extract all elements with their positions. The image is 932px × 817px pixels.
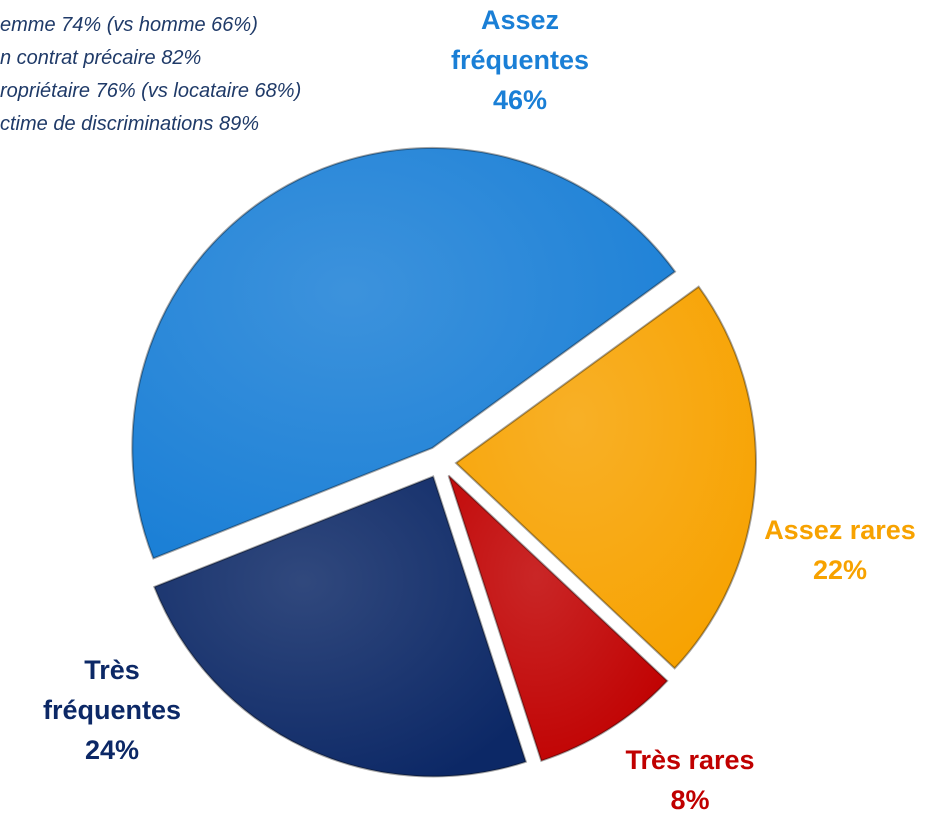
pie-slice [447, 474, 669, 763]
slice-label: Très fréquentes [42, 655, 182, 725]
slice-value-label: 22% [812, 555, 868, 585]
pie-slice [131, 146, 677, 560]
slice-value-label: 46% [492, 85, 548, 115]
pie-slice [454, 285, 757, 670]
slice-value-label: 24% [84, 735, 140, 765]
slice-label: Assez fréquentes [450, 5, 590, 75]
slice-label: Assez rares [764, 515, 916, 545]
annotation: ctime de discriminations 89% [0, 113, 259, 135]
pie-slice [152, 475, 528, 778]
annotation: emme 74% (vs homme 66%) [0, 14, 258, 36]
annotation: ropriétaire 76% (vs locataire 68%) [0, 80, 302, 102]
slice-label: Très rares [625, 745, 755, 775]
slice-value-label: 8% [670, 785, 710, 815]
annotation: n contrat précaire 82% [0, 47, 202, 69]
